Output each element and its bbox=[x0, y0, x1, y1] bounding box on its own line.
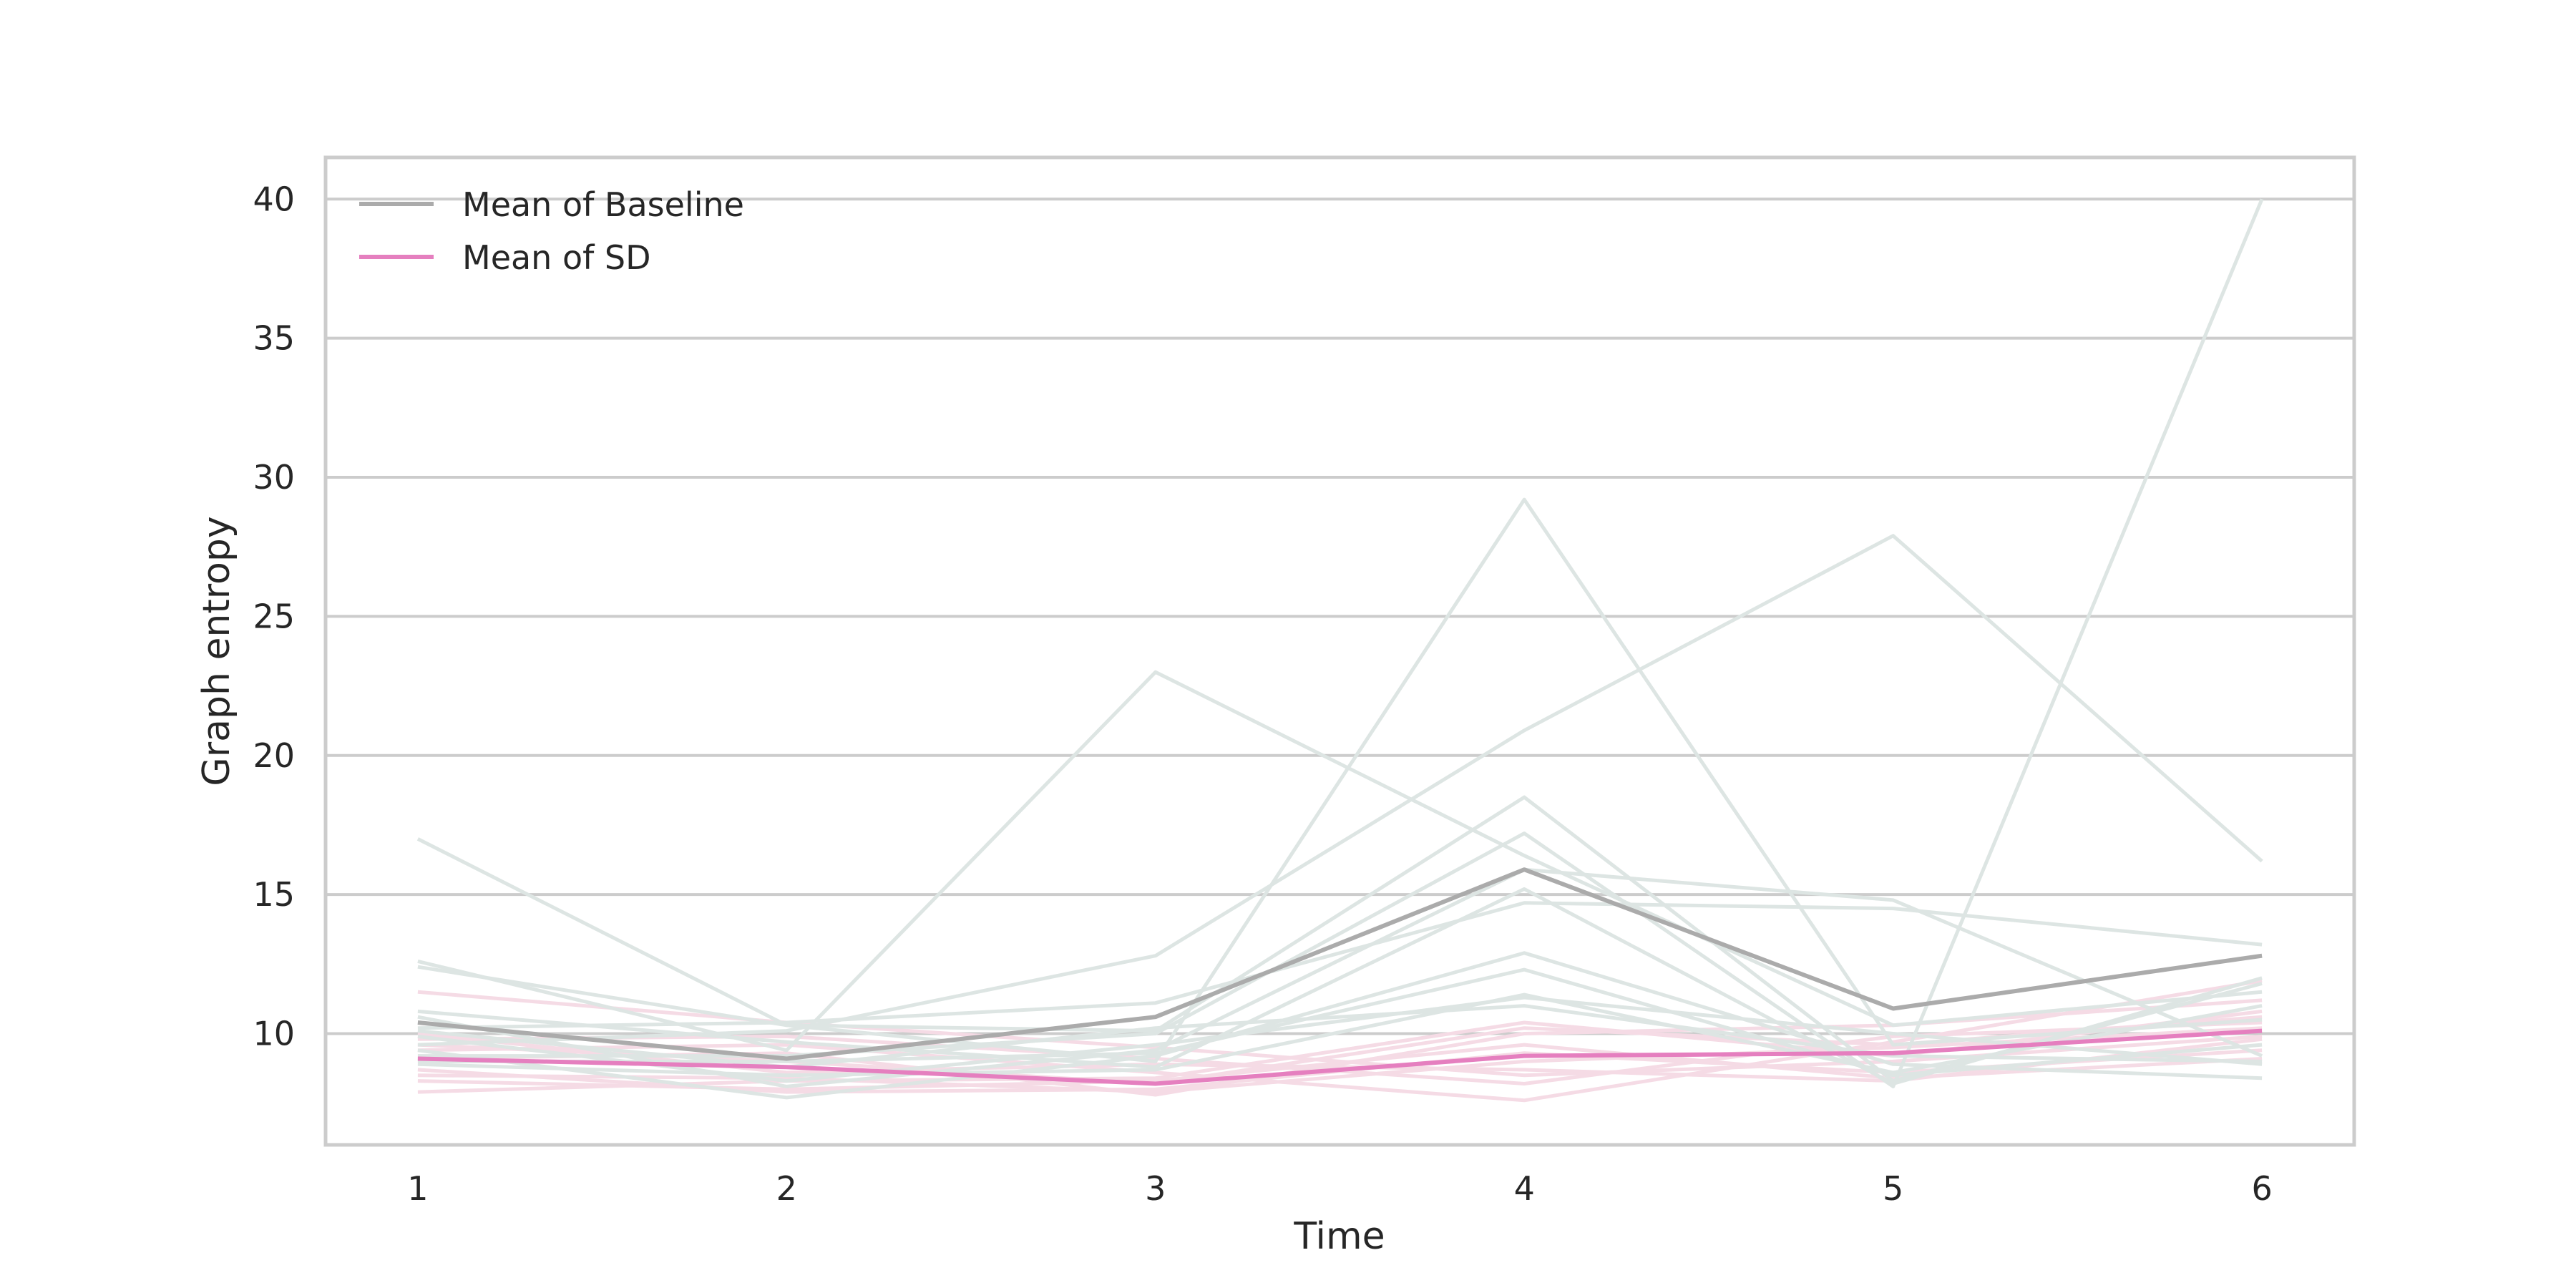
y-tick-label-20: 20 bbox=[253, 736, 295, 775]
x-tick-label-1: 1 bbox=[407, 1169, 428, 1208]
x-axis-title: Time bbox=[1293, 1215, 1385, 1258]
y-tick-label-35: 35 bbox=[253, 319, 295, 358]
plot-frame bbox=[323, 155, 2356, 1147]
baseline-series-line-13 bbox=[417, 1004, 2263, 1069]
sd-series-line-2 bbox=[417, 1026, 2263, 1094]
x-tick-label-6: 6 bbox=[2251, 1169, 2272, 1208]
x-tick-label-5: 5 bbox=[1883, 1169, 1903, 1208]
mean-baseline-line bbox=[417, 867, 2263, 1061]
y-tick-label-15: 15 bbox=[253, 875, 295, 914]
legend-label-sd-mean: Mean of SD bbox=[462, 238, 651, 277]
y-tick-label-30: 30 bbox=[253, 458, 295, 497]
baseline-series-line-10 bbox=[417, 887, 2263, 1085]
grid-lines bbox=[326, 197, 2354, 1035]
legend-label-baseline-mean: Mean of Baseline bbox=[462, 185, 744, 224]
mean-series bbox=[417, 867, 2263, 1086]
sd-series-line-5 bbox=[417, 979, 2263, 1103]
x-tick-labels: 1 2 3 4 5 6 bbox=[407, 1169, 2273, 1208]
mean-sd-line bbox=[417, 1028, 2263, 1086]
x-tick-label-4: 4 bbox=[1514, 1169, 1535, 1208]
x-tick-label-3: 3 bbox=[1145, 1169, 1166, 1208]
y-axis-title: Graph entropy bbox=[195, 516, 238, 786]
baseline-series-line-4 bbox=[417, 534, 2263, 1047]
baseline-series-line-11 bbox=[417, 995, 2263, 1083]
legend: Mean of Baseline Mean of SD bbox=[359, 185, 744, 277]
baseline-series-line-6 bbox=[417, 198, 2264, 1088]
y-tick-label-25: 25 bbox=[253, 597, 295, 635]
baseline-series-line-7 bbox=[417, 901, 2263, 1030]
y-tick-label-40: 40 bbox=[253, 180, 295, 218]
y-tick-label-10: 10 bbox=[253, 1015, 295, 1053]
sd-series-line-9 bbox=[417, 1043, 2263, 1091]
baseline-series-line-3 bbox=[417, 497, 2263, 1063]
x-tick-label-2: 2 bbox=[776, 1169, 797, 1208]
y-tick-labels: 10 15 20 25 30 35 40 bbox=[253, 180, 295, 1053]
